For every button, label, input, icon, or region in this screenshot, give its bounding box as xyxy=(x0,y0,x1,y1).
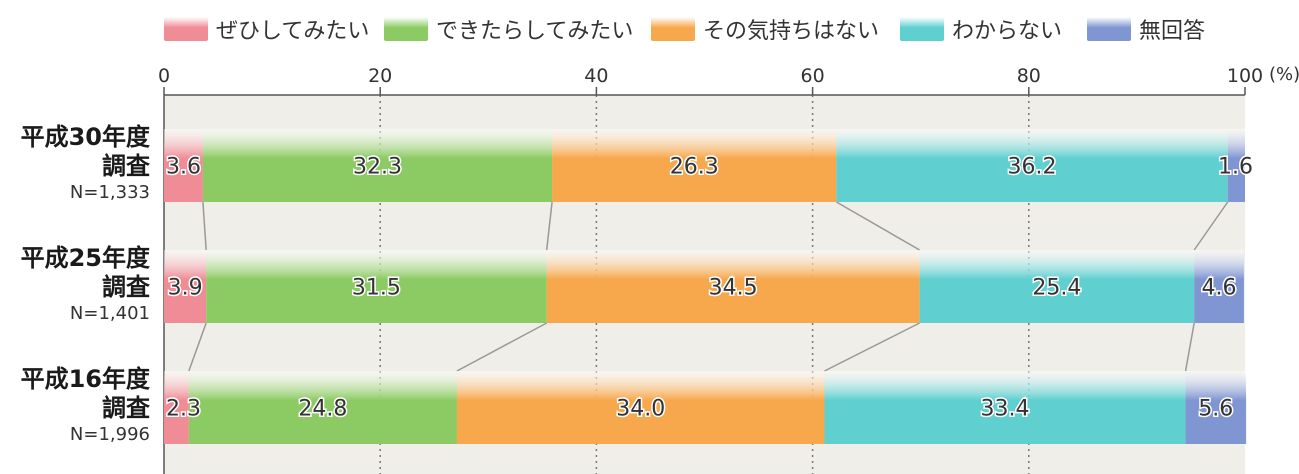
connector-line xyxy=(456,322,548,372)
row-title-line: 平成30年度 xyxy=(20,123,150,151)
bar-segment xyxy=(164,250,207,323)
x-tick-label: 20 xyxy=(368,65,392,87)
data-label: 3.6 xyxy=(166,155,201,180)
bar-segment xyxy=(164,129,203,202)
bar-segment xyxy=(164,371,189,444)
legend-label: わからない xyxy=(952,19,1063,44)
connector-line xyxy=(824,322,920,372)
bar-segment xyxy=(456,371,825,444)
data-label: 33.4 xyxy=(981,397,1030,422)
sample-size: N=1,401 xyxy=(69,303,150,324)
bar-segment xyxy=(546,250,920,323)
connector-line xyxy=(1184,322,1195,372)
data-label: 4.6 xyxy=(1202,276,1237,301)
row-label: 平成25年度 調査 N=1,401 xyxy=(0,244,150,326)
connector-line xyxy=(1193,201,1229,251)
legend-item: できたらしてみたい xyxy=(384,12,633,46)
data-label: 25.4 xyxy=(1032,276,1081,301)
row-title-line: 調査 xyxy=(102,273,150,301)
legend-swatch xyxy=(900,17,944,41)
data-label: 2.3 xyxy=(166,397,201,422)
legend-label: その気持ちはない xyxy=(703,19,880,44)
bar-segment xyxy=(824,371,1186,444)
x-tick-label: 0 xyxy=(158,65,170,87)
row-label: 平成30年度 調査 N=1,333 xyxy=(0,123,150,205)
bar-segment xyxy=(1185,371,1247,444)
data-label: 5.6 xyxy=(1198,397,1233,422)
row-title-line: 平成16年度 xyxy=(20,365,150,393)
legend-label: できたらしてみたい xyxy=(436,19,634,44)
row-title-line: 平成25年度 xyxy=(20,244,150,272)
bar-segment xyxy=(202,129,553,202)
data-label: 24.8 xyxy=(298,397,347,422)
connector-line xyxy=(188,322,207,372)
x-axis-unit: (%) xyxy=(1269,64,1299,85)
legend: ぜひしてみたい できたらしてみたい その気持ちはない わからない 無回答 xyxy=(0,12,1299,46)
row-title-line: 調査 xyxy=(102,152,150,180)
bar-segment xyxy=(552,129,837,202)
legend-item: わからない xyxy=(900,12,1062,46)
data-label: 36.2 xyxy=(1008,155,1057,180)
data-label: 32.3 xyxy=(353,155,402,180)
bar-segment xyxy=(206,250,547,323)
row-label: 平成16年度 調査 N=1,996 xyxy=(0,365,150,447)
legend-label: ぜひしてみたい xyxy=(216,19,370,44)
sample-size: N=1,333 xyxy=(69,182,150,203)
data-label: 3.9 xyxy=(168,276,203,301)
legend-item: 無回答 xyxy=(1087,12,1205,46)
legend-swatch xyxy=(1087,17,1131,41)
data-label: 1.6 xyxy=(1218,155,1253,180)
x-tick-label: 40 xyxy=(584,65,608,87)
sample-size: N=1,996 xyxy=(69,424,150,445)
bar-segment xyxy=(836,129,1228,202)
bar-segment xyxy=(1227,129,1245,202)
x-tick-label: 80 xyxy=(1017,65,1041,87)
legend-item: その気持ちはない xyxy=(651,12,879,46)
bar-segment xyxy=(1194,250,1244,323)
connector-line xyxy=(836,201,920,251)
legend-label: 無回答 xyxy=(1139,19,1206,44)
data-label: 34.0 xyxy=(616,397,665,422)
x-tick-label: 60 xyxy=(801,65,825,87)
legend-swatch xyxy=(651,17,695,41)
data-label: 31.5 xyxy=(352,276,401,301)
legend-swatch xyxy=(384,17,428,41)
data-label: 26.3 xyxy=(670,155,719,180)
bar-segment xyxy=(919,250,1195,323)
data-label: 34.5 xyxy=(709,276,758,301)
connector-line xyxy=(202,201,207,251)
connector-line xyxy=(545,201,553,251)
row-title-line: 調査 xyxy=(102,394,150,422)
x-tick-label: 100 xyxy=(1227,65,1263,87)
legend-swatch xyxy=(164,17,208,41)
legend-item: ぜひしてみたい xyxy=(164,12,369,46)
bar-segment xyxy=(188,371,457,444)
